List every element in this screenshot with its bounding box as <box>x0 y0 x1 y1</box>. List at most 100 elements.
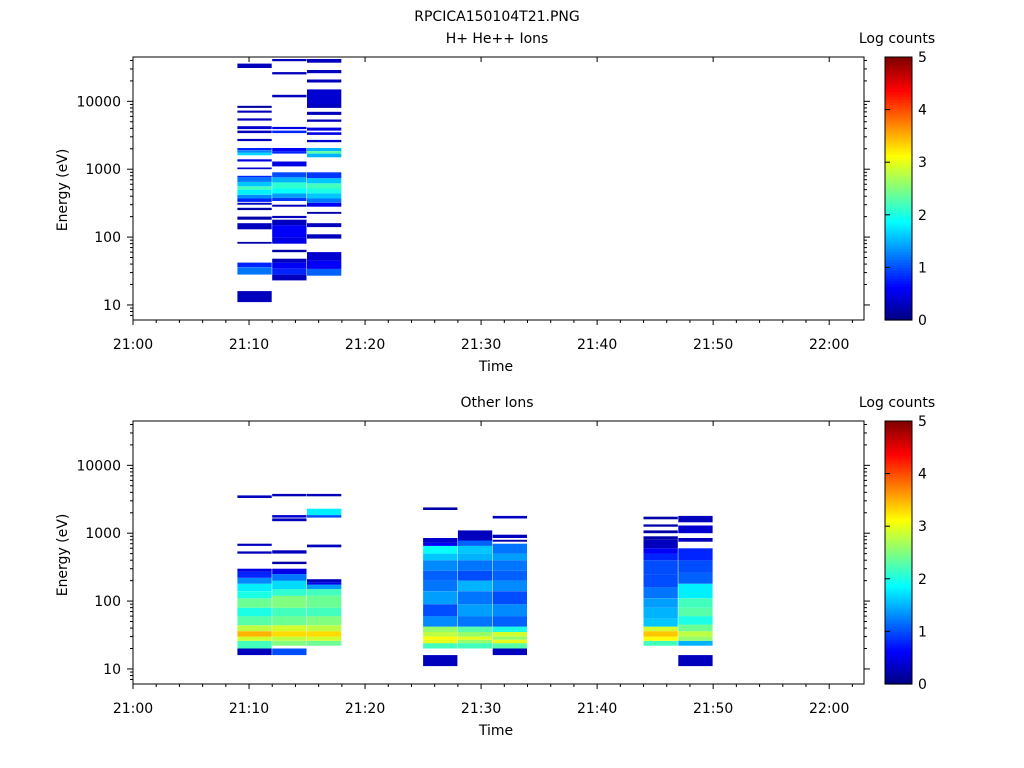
colorbar-swatch <box>885 133 912 137</box>
heatmap-cell <box>237 583 272 592</box>
colorbar-tick-label: 4 <box>918 467 927 483</box>
heatmap-cell <box>423 604 458 617</box>
colorbar-swatch <box>885 233 912 237</box>
heatmap-cell <box>307 493 342 497</box>
colorbar-swatch <box>885 597 912 601</box>
heatmap-cell <box>237 118 272 121</box>
heatmap-cell <box>423 580 458 592</box>
colorbar-swatch <box>885 222 912 226</box>
colorbar-swatch <box>885 494 912 498</box>
heatmap-cell <box>423 560 458 571</box>
heatmap-cell <box>272 631 307 637</box>
heatmap-cell <box>457 639 493 644</box>
heatmap-cell <box>272 219 307 226</box>
figure-title: RPCICA150104T21.PNG <box>414 9 579 25</box>
heatmap-cell <box>272 274 307 281</box>
heatmap-cell <box>237 198 272 202</box>
heatmap-cell <box>423 616 458 627</box>
y-tick-label: 10 <box>103 298 121 314</box>
heatmap-cell <box>678 616 713 625</box>
x-tick-label: 21:00 <box>113 701 153 717</box>
colorbar-swatch <box>885 85 912 90</box>
heatmap-cell <box>307 153 342 158</box>
colorbar-swatch <box>885 544 912 548</box>
colorbar-swatch <box>885 668 912 672</box>
heatmap-cell <box>643 636 678 641</box>
x-tick-label: 22:00 <box>809 701 849 717</box>
heatmap-cell <box>237 571 272 578</box>
heatmap-cell <box>643 560 678 575</box>
heatmap-cell <box>237 126 272 130</box>
heatmap-cell <box>423 639 458 644</box>
colorbar-swatch <box>885 457 912 462</box>
colorbar-swatch <box>885 513 912 517</box>
heatmap-cell <box>307 127 342 131</box>
colorbar-swatch <box>885 248 912 253</box>
heatmap-cell <box>272 172 307 178</box>
heatmap-cell <box>492 643 527 649</box>
colorbar-swatch <box>885 57 912 61</box>
colorbar-swatch <box>885 193 912 197</box>
colorbar-swatch <box>885 259 912 263</box>
heatmap-cell <box>272 130 307 134</box>
heatmap-cell <box>272 550 307 554</box>
colorbar-swatch <box>885 70 912 74</box>
heatmap-cell <box>237 616 272 626</box>
colorbar-swatch <box>885 644 912 648</box>
colorbar-swatch <box>885 678 912 682</box>
colorbar-swatch <box>885 301 912 305</box>
colorbar-swatch <box>885 180 912 184</box>
heatmap-cell <box>237 110 272 113</box>
colorbar-swatch <box>885 515 912 519</box>
colorbar-swatch <box>885 128 912 132</box>
colorbar-swatch <box>885 309 912 313</box>
heatmap-cell <box>423 632 458 637</box>
colorbar-swatch <box>885 172 912 176</box>
colorbar-swatch <box>885 565 912 569</box>
colorbar-swatch <box>885 607 912 611</box>
colorbar-frame <box>884 56 913 321</box>
colorbar-swatch <box>885 293 912 297</box>
heatmap-cell <box>307 234 342 239</box>
colorbar-swatch <box>885 636 912 640</box>
heatmap-cell <box>457 616 493 627</box>
x-tick-label: 21:50 <box>693 337 733 353</box>
heatmap-cell <box>237 267 272 275</box>
colorbar-frame <box>884 420 913 685</box>
colorbar-swatch <box>885 188 912 192</box>
colorbar-swatch <box>885 528 912 533</box>
heatmap-cell <box>272 616 307 626</box>
heatmap-cell <box>237 568 272 572</box>
colorbar-swatch <box>885 177 912 182</box>
y-axis-ticks: 10 100 1000 10000 <box>76 423 870 680</box>
colorbar-swatch <box>885 452 912 456</box>
colorbar-label: Log counts <box>859 395 935 411</box>
heatmap-cell <box>237 105 272 108</box>
heatmap-cell <box>492 539 527 542</box>
heatmap-cell <box>678 583 713 599</box>
heatmap-cell <box>237 291 272 303</box>
colorbar-swatch <box>885 610 912 614</box>
x-axis-label: Time <box>478 723 513 739</box>
colorbar-swatch <box>885 230 912 234</box>
colorbar-swatch <box>885 647 912 651</box>
colorbar-swatch <box>885 586 912 590</box>
heatmap-cell <box>643 516 678 520</box>
colorbar-tick-label: 1 <box>918 260 927 276</box>
y-tick-label: 10 <box>103 662 121 678</box>
colorbar-swatch <box>885 434 912 438</box>
heatmap-cell <box>272 568 307 575</box>
colorbar-swatch <box>885 243 912 247</box>
heatmap-cell <box>492 560 527 571</box>
heatmap-cell <box>307 172 342 179</box>
heatmap-cell <box>457 580 493 592</box>
panel-h-he-ions: H+ He++ Ions 21:00 21:10 21:20 21:30 21:40 21… <box>55 31 935 375</box>
colorbar-swatch <box>885 649 912 654</box>
heatmap-cell <box>272 177 307 183</box>
colorbar-label: Log counts <box>859 31 935 47</box>
heatmap-cell <box>643 607 678 619</box>
heatmap-cell <box>307 582 342 585</box>
heatmap-cell <box>307 178 342 184</box>
colorbar-swatch <box>885 225 912 229</box>
